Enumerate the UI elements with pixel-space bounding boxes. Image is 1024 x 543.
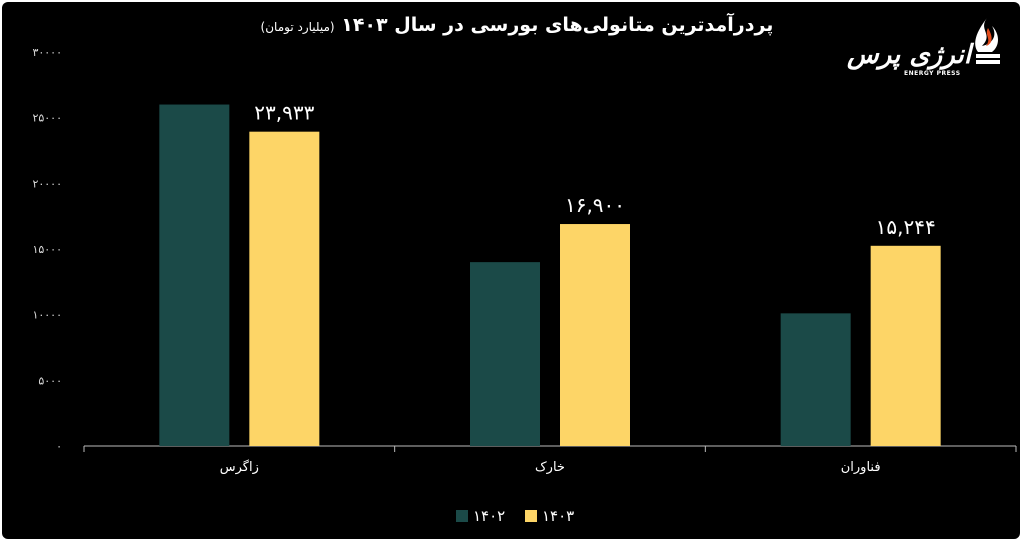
- legend-label: ۱۴۰۲: [473, 507, 505, 525]
- legend-swatch: [456, 510, 468, 522]
- y-tick-label: ۰: [56, 440, 62, 453]
- bar: [470, 262, 540, 446]
- chart-subtitle: (میلیارد تومان): [260, 20, 335, 34]
- x-tick-label: زاگرس: [220, 459, 259, 475]
- logo-text: انرژی پرس: [846, 40, 972, 70]
- bar: [870, 245, 941, 446]
- y-tick-label: ۲۰۰۰۰: [32, 177, 62, 190]
- flame-icon: [975, 18, 1000, 64]
- x-tick-label: خارک: [535, 460, 565, 475]
- bar-data-label: ۱۶,۹۰۰: [565, 193, 625, 217]
- y-tick-label: ۳۰۰۰۰: [32, 46, 62, 59]
- bar: [560, 224, 630, 446]
- y-tick-label: ۱۰۰۰۰: [32, 309, 62, 322]
- x-tick-label: فناوران: [841, 460, 881, 475]
- chart-title-text: پردرآمدترین متانولی‌های بورسی در سال ۱۴۰…: [341, 14, 774, 36]
- legend-swatch: [525, 510, 537, 522]
- bar: [780, 313, 851, 446]
- bar-data-label: ۱۵,۲۴۴: [876, 215, 936, 239]
- y-tick-label: ۵۰۰۰: [38, 374, 62, 387]
- bar-data-label: ۲۳,۹۳۳: [254, 101, 314, 125]
- legend-label: ۱۴۰۳: [542, 507, 574, 525]
- brand-logo: انرژی پرس ENERGY PRESS: [844, 16, 1004, 78]
- bar: [159, 104, 230, 447]
- y-tick-label: ۲۵۰۰۰: [32, 112, 62, 125]
- y-tick-label: ۱۵۰۰۰: [32, 243, 62, 256]
- bar: [249, 131, 320, 446]
- logo-tagline: ENERGY PRESS: [904, 70, 961, 77]
- chart-title: پردرآمدترین متانولی‌های بورسی در سال ۱۴۰…: [232, 14, 802, 36]
